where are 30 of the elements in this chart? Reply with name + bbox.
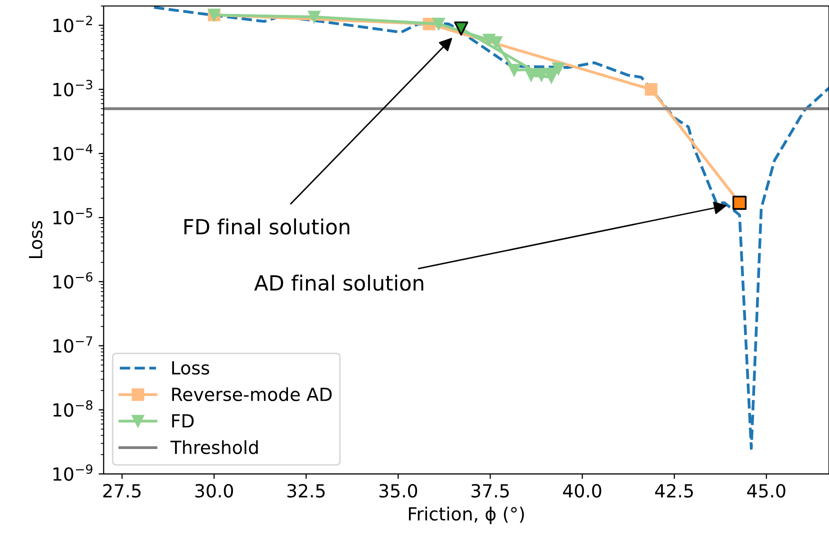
annotation: AD final solution bbox=[254, 274, 424, 291]
x-tick-label: 42.5 bbox=[655, 484, 693, 498]
x-tick-label: 37.5 bbox=[472, 484, 509, 498]
point bbox=[508, 64, 520, 76]
point bbox=[552, 62, 565, 75]
y-axis-title: Loss bbox=[29, 221, 42, 258]
point bbox=[545, 70, 558, 84]
y-tick-label: 10$^{−2}$ bbox=[53, 16, 92, 32]
x-tick-label: 40.0 bbox=[563, 484, 602, 498]
annotation: FD final solution bbox=[184, 218, 350, 235]
point bbox=[644, 83, 658, 96]
y-tick-label: 10$^{−5}$ bbox=[53, 208, 92, 225]
x-tick-label: 45.0 bbox=[747, 484, 786, 498]
legend-label: FD bbox=[172, 414, 194, 428]
x-tick-label: 32.5 bbox=[287, 484, 325, 498]
x-axis-title: Friction, ϕ (°) bbox=[408, 506, 524, 524]
y-tick-label: 10$^{−6}$ bbox=[53, 272, 92, 289]
legend-label: Threshold bbox=[170, 440, 258, 454]
y-tick-label: 10$^{−4}$ bbox=[53, 144, 93, 160]
x-tick-label: 30.0 bbox=[195, 484, 233, 498]
y-tick-label: 10$^{−7}$ bbox=[53, 336, 92, 353]
x-tick-label: 27.5 bbox=[103, 484, 141, 498]
x-tick-label: 35.0 bbox=[379, 484, 418, 498]
point bbox=[432, 18, 445, 30]
point bbox=[308, 10, 320, 24]
y-tick-label: 10$^{−9}$ bbox=[53, 464, 92, 481]
y-tick-label: 10$^{−3}$ bbox=[53, 80, 92, 96]
y-tick-label: 10$^{−8}$ bbox=[53, 400, 92, 417]
legend-label: Reverse-mode AD bbox=[172, 387, 332, 402]
legend-label: Loss bbox=[172, 361, 210, 375]
